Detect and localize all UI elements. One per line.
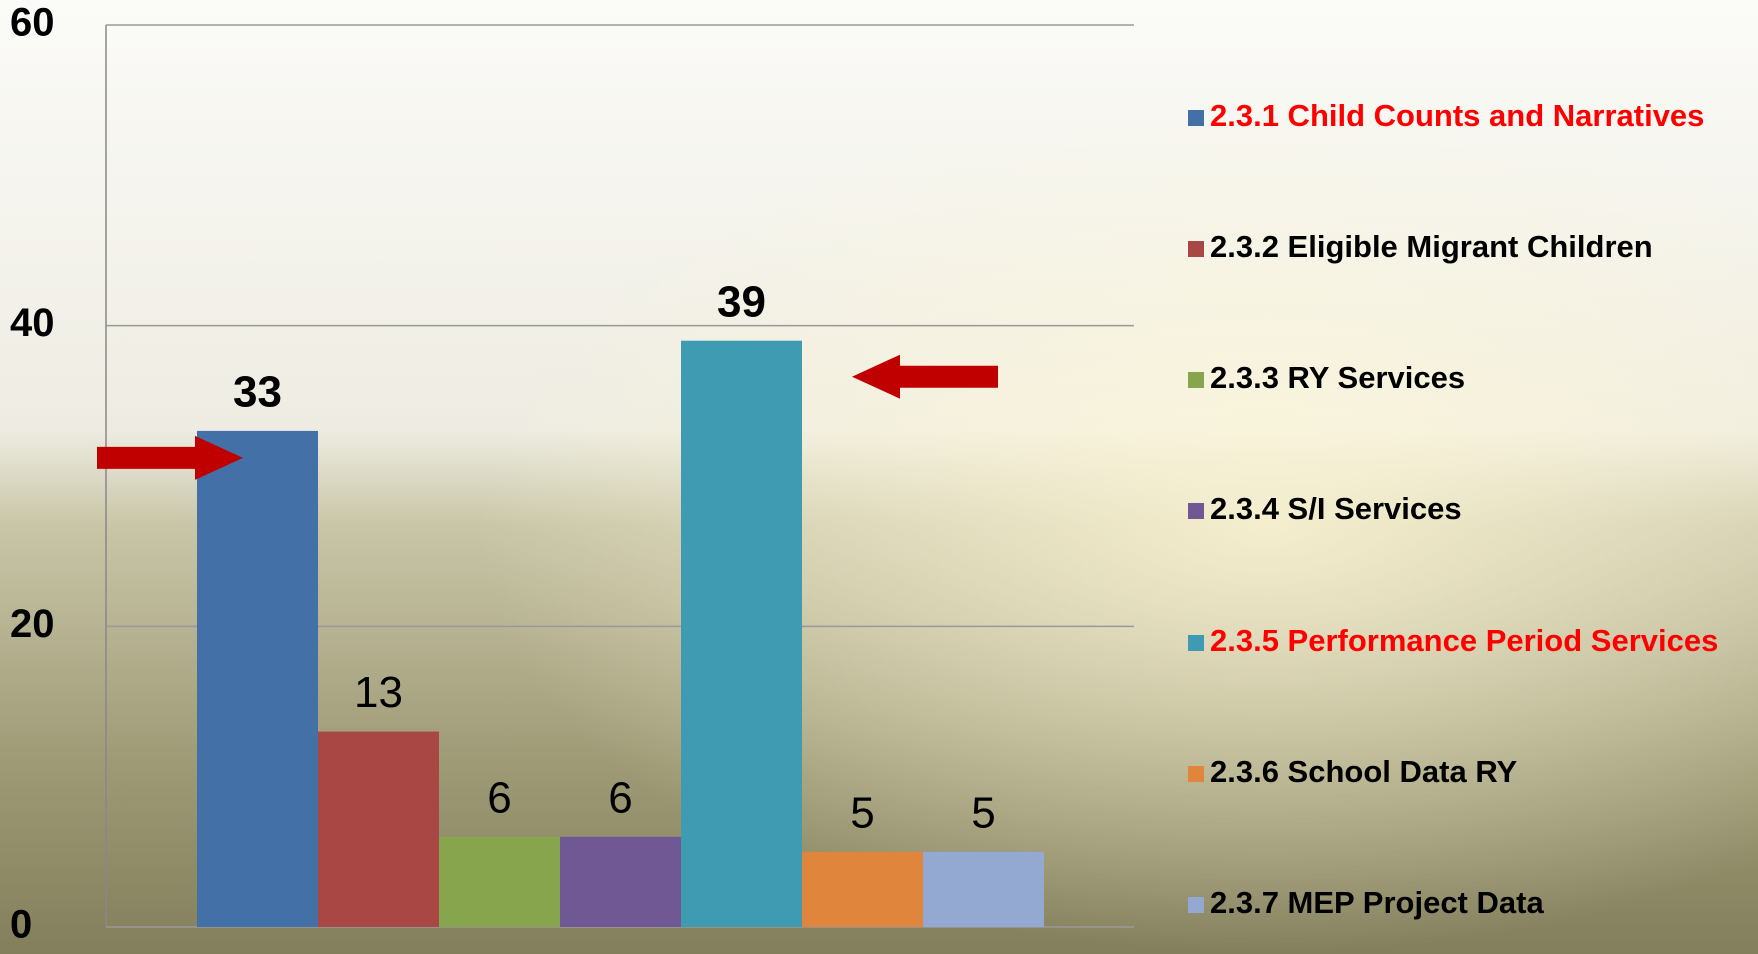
- y-tick-label: 40: [10, 301, 55, 345]
- value-label: 13: [354, 668, 403, 717]
- page: 0 20 40 60 33 2.3.1 Child Counts and Narrativ…: [0, 0, 1758, 954]
- bar: [681, 341, 802, 927]
- chart: 0 20 40 60 33 2.3.1 Child Counts and Narrativ…: [0, 0, 1758, 954]
- legend-swatch: [1188, 241, 1204, 257]
- legend-swatch: [1188, 635, 1204, 651]
- legend-label: 2.3.2 Eligible Migrant Children: [1210, 229, 1653, 264]
- value-label: 5: [850, 788, 874, 837]
- value-label: 5: [971, 788, 995, 837]
- legend-swatch: [1188, 897, 1204, 913]
- legend-label: 2.3.1 Child Counts and Narratives: [1210, 98, 1704, 133]
- legend-swatch: [1188, 503, 1204, 519]
- value-label: 39: [717, 277, 766, 326]
- legend-swatch: [1188, 372, 1204, 388]
- y-tick-label: 60: [10, 1, 55, 45]
- y-tick-label: 20: [10, 602, 55, 646]
- bar: [802, 852, 923, 927]
- bar: [560, 837, 681, 927]
- bar: [923, 852, 1044, 927]
- y-tick-label: 0: [10, 903, 32, 947]
- legend-label: 2.3.3 RY Services: [1210, 360, 1465, 395]
- legend-swatch: [1188, 110, 1204, 126]
- legend-label: 2.3.7 MEP Project Data: [1210, 885, 1544, 920]
- value-label: 33: [233, 368, 282, 417]
- legend-label: 2.3.4 S/I Services: [1210, 491, 1462, 526]
- legend-swatch: [1188, 766, 1204, 782]
- bar: [318, 732, 439, 927]
- value-label: 6: [608, 773, 632, 822]
- legend-label: 2.3.6 School Data RY: [1210, 754, 1518, 789]
- value-label: 6: [487, 773, 511, 822]
- bar: [197, 431, 318, 927]
- bar: [439, 837, 560, 927]
- legend-label: 2.3.5 Performance Period Services: [1210, 623, 1718, 658]
